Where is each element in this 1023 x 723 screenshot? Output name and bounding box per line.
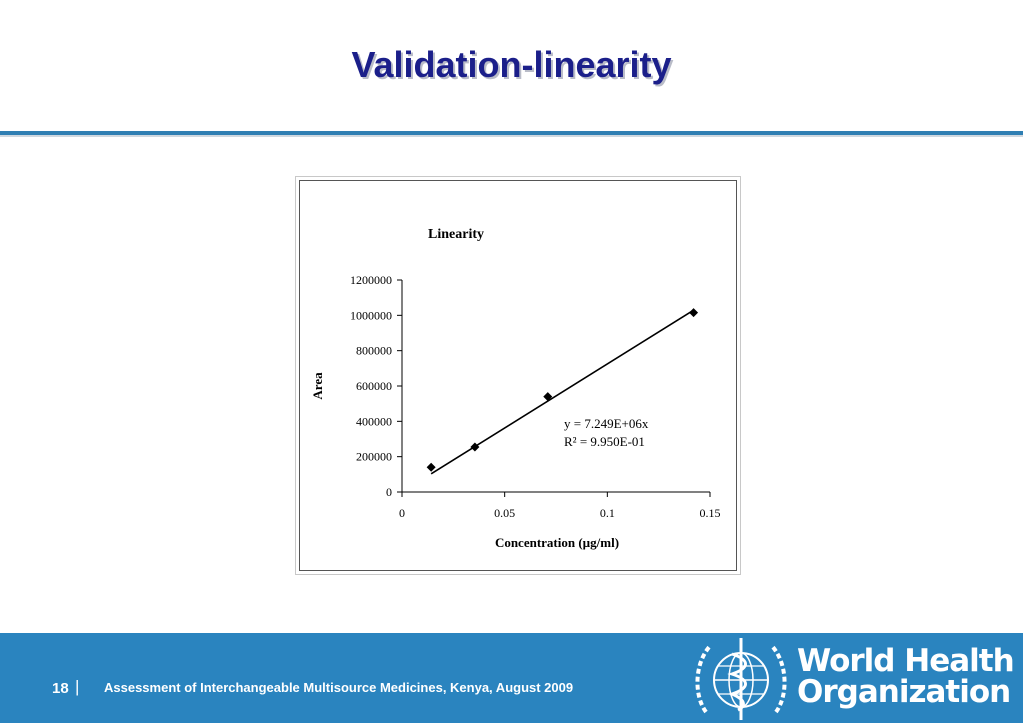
chart-title: Linearity	[428, 227, 484, 242]
r-squared-label: R² = 9.950E-01	[564, 434, 645, 449]
page-separator: |	[75, 677, 80, 696]
y-axis-label: Area	[310, 372, 325, 400]
y-axis-ticks: 0 200000 400000 600000 800000 1000000 1200000	[350, 273, 402, 499]
chart-frame: Linearity Area Concentration (µg/ml) 0 20…	[295, 176, 741, 575]
x-tick-label: 0.15	[700, 506, 721, 520]
title-divider	[0, 131, 1023, 135]
who-logo-line2: Organization	[797, 674, 1011, 710]
y-tick-label: 800000	[356, 344, 392, 358]
y-tick-label: 1200000	[350, 273, 392, 287]
footer-bar: 18 | Assessment of Interchangeable Multi…	[0, 633, 1023, 723]
chart-area: Linearity Area Concentration (µg/ml) 0 20…	[299, 180, 737, 571]
linearity-chart: Linearity Area Concentration (µg/ml) 0 20…	[310, 227, 721, 550]
y-tick-label: 400000	[356, 414, 392, 428]
x-axis-ticks: 0 0.05 0.1 0.15	[399, 492, 721, 520]
footer-text: Assessment of Interchangeable Multisourc…	[104, 680, 574, 695]
who-emblem-icon	[695, 638, 787, 720]
y-tick-label: 200000	[356, 450, 392, 464]
x-axis-label: Concentration (µg/ml)	[495, 535, 619, 550]
trendline	[430, 309, 694, 475]
y-tick-label: 600000	[356, 379, 392, 393]
data-points	[426, 308, 699, 472]
x-tick-label: 0.05	[494, 506, 515, 520]
data-point	[426, 462, 436, 472]
data-point	[470, 442, 480, 452]
x-tick-label: 0	[399, 506, 405, 520]
equation-label: y = 7.249E+06x	[564, 416, 649, 431]
y-tick-label: 0	[386, 485, 392, 499]
y-tick-label: 1000000	[350, 308, 392, 322]
slide-title: Validation-linearity	[351, 44, 672, 85]
title-divider-shadow	[0, 135, 1023, 137]
x-tick-label: 0.1	[600, 506, 615, 520]
who-logo-text: World Health Organization	[797, 643, 1015, 710]
who-logo-line1: World Health	[797, 643, 1015, 679]
data-point	[543, 392, 553, 402]
data-point	[689, 308, 699, 318]
page-number: 18	[52, 680, 69, 697]
